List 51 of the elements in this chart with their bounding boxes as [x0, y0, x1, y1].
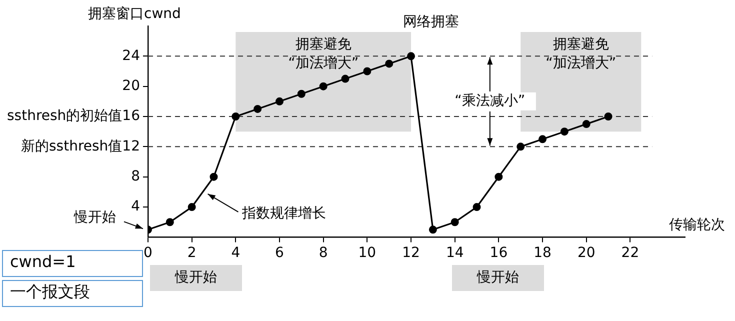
point [385, 60, 394, 68]
x-tick-label: 20 [577, 245, 596, 262]
x-tick-label: 8 [318, 245, 328, 262]
point [363, 67, 372, 76]
point [560, 128, 568, 136]
x-tick-label: 2 [187, 245, 196, 262]
point [166, 218, 174, 226]
y-tick-label: 24 [122, 48, 140, 64]
point [407, 52, 416, 60]
text: cwnd=1 [10, 252, 76, 272]
x-tick-label: 0 [144, 245, 152, 262]
point [516, 142, 525, 151]
point [341, 74, 350, 83]
x-tick-label: 18 [534, 245, 552, 262]
x-tick-label: 22 [621, 245, 640, 262]
point [604, 112, 612, 121]
point [188, 203, 196, 212]
point [210, 172, 218, 181]
point [254, 104, 262, 113]
point [538, 135, 547, 144]
point [297, 90, 306, 98]
y-axis-title: 拥塞窗口cwnd [88, 6, 181, 22]
text: 一个报文段 [10, 282, 90, 302]
point [276, 97, 284, 106]
band-label: 拥塞避免 “加法增大” [546, 36, 616, 72]
y-tick-label: 4 [131, 198, 140, 215]
text: 慢开始 [476, 270, 519, 286]
x-tick-label: 16 [490, 245, 508, 262]
point [494, 172, 503, 181]
x-tick-label: 12 [402, 245, 420, 262]
point [582, 120, 590, 128]
y-tick-label: ssthresh的初始值16 [6, 108, 140, 124]
text: 慢开始 [174, 270, 217, 286]
annotation: 指数规律增长 [241, 206, 326, 222]
band-label: 拥塞避免 “加法增大” [288, 36, 359, 72]
x-tick-label: 14 [446, 245, 464, 262]
point [319, 82, 328, 90]
x-axis-title: 传输轮次 [669, 217, 725, 234]
annotation: 慢开始 [72, 209, 116, 226]
annotation: 网络拥塞 [403, 14, 460, 30]
point [450, 218, 459, 226]
point [472, 203, 481, 212]
point [428, 226, 437, 234]
x-tick-label: 4 [231, 245, 240, 262]
x-tick-label: 10 [358, 245, 376, 262]
annotation: “乘法减小” [454, 93, 526, 110]
x-tick-label: 6 [275, 245, 284, 262]
y-tick-label: 20 [122, 78, 140, 94]
y-tick-label: 8 [131, 168, 140, 184]
y-tick-label: 新的ssthresh值12 [20, 138, 140, 154]
point [232, 112, 240, 121]
